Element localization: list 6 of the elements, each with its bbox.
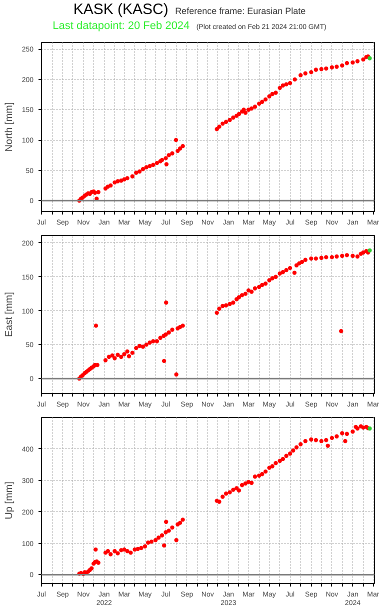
text: Reference frame: Eurasian Plate: [175, 6, 306, 16]
y-axis-title: Up [mm]: [4, 481, 15, 520]
y-axis-title: East [mm]: [4, 292, 15, 337]
chart-subtitle: Last datapoint: 20 Feb 2024: [52, 20, 190, 32]
y-axis-title: North [mm]: [4, 102, 15, 152]
chart-title: KASK (KASC): [73, 1, 168, 18]
